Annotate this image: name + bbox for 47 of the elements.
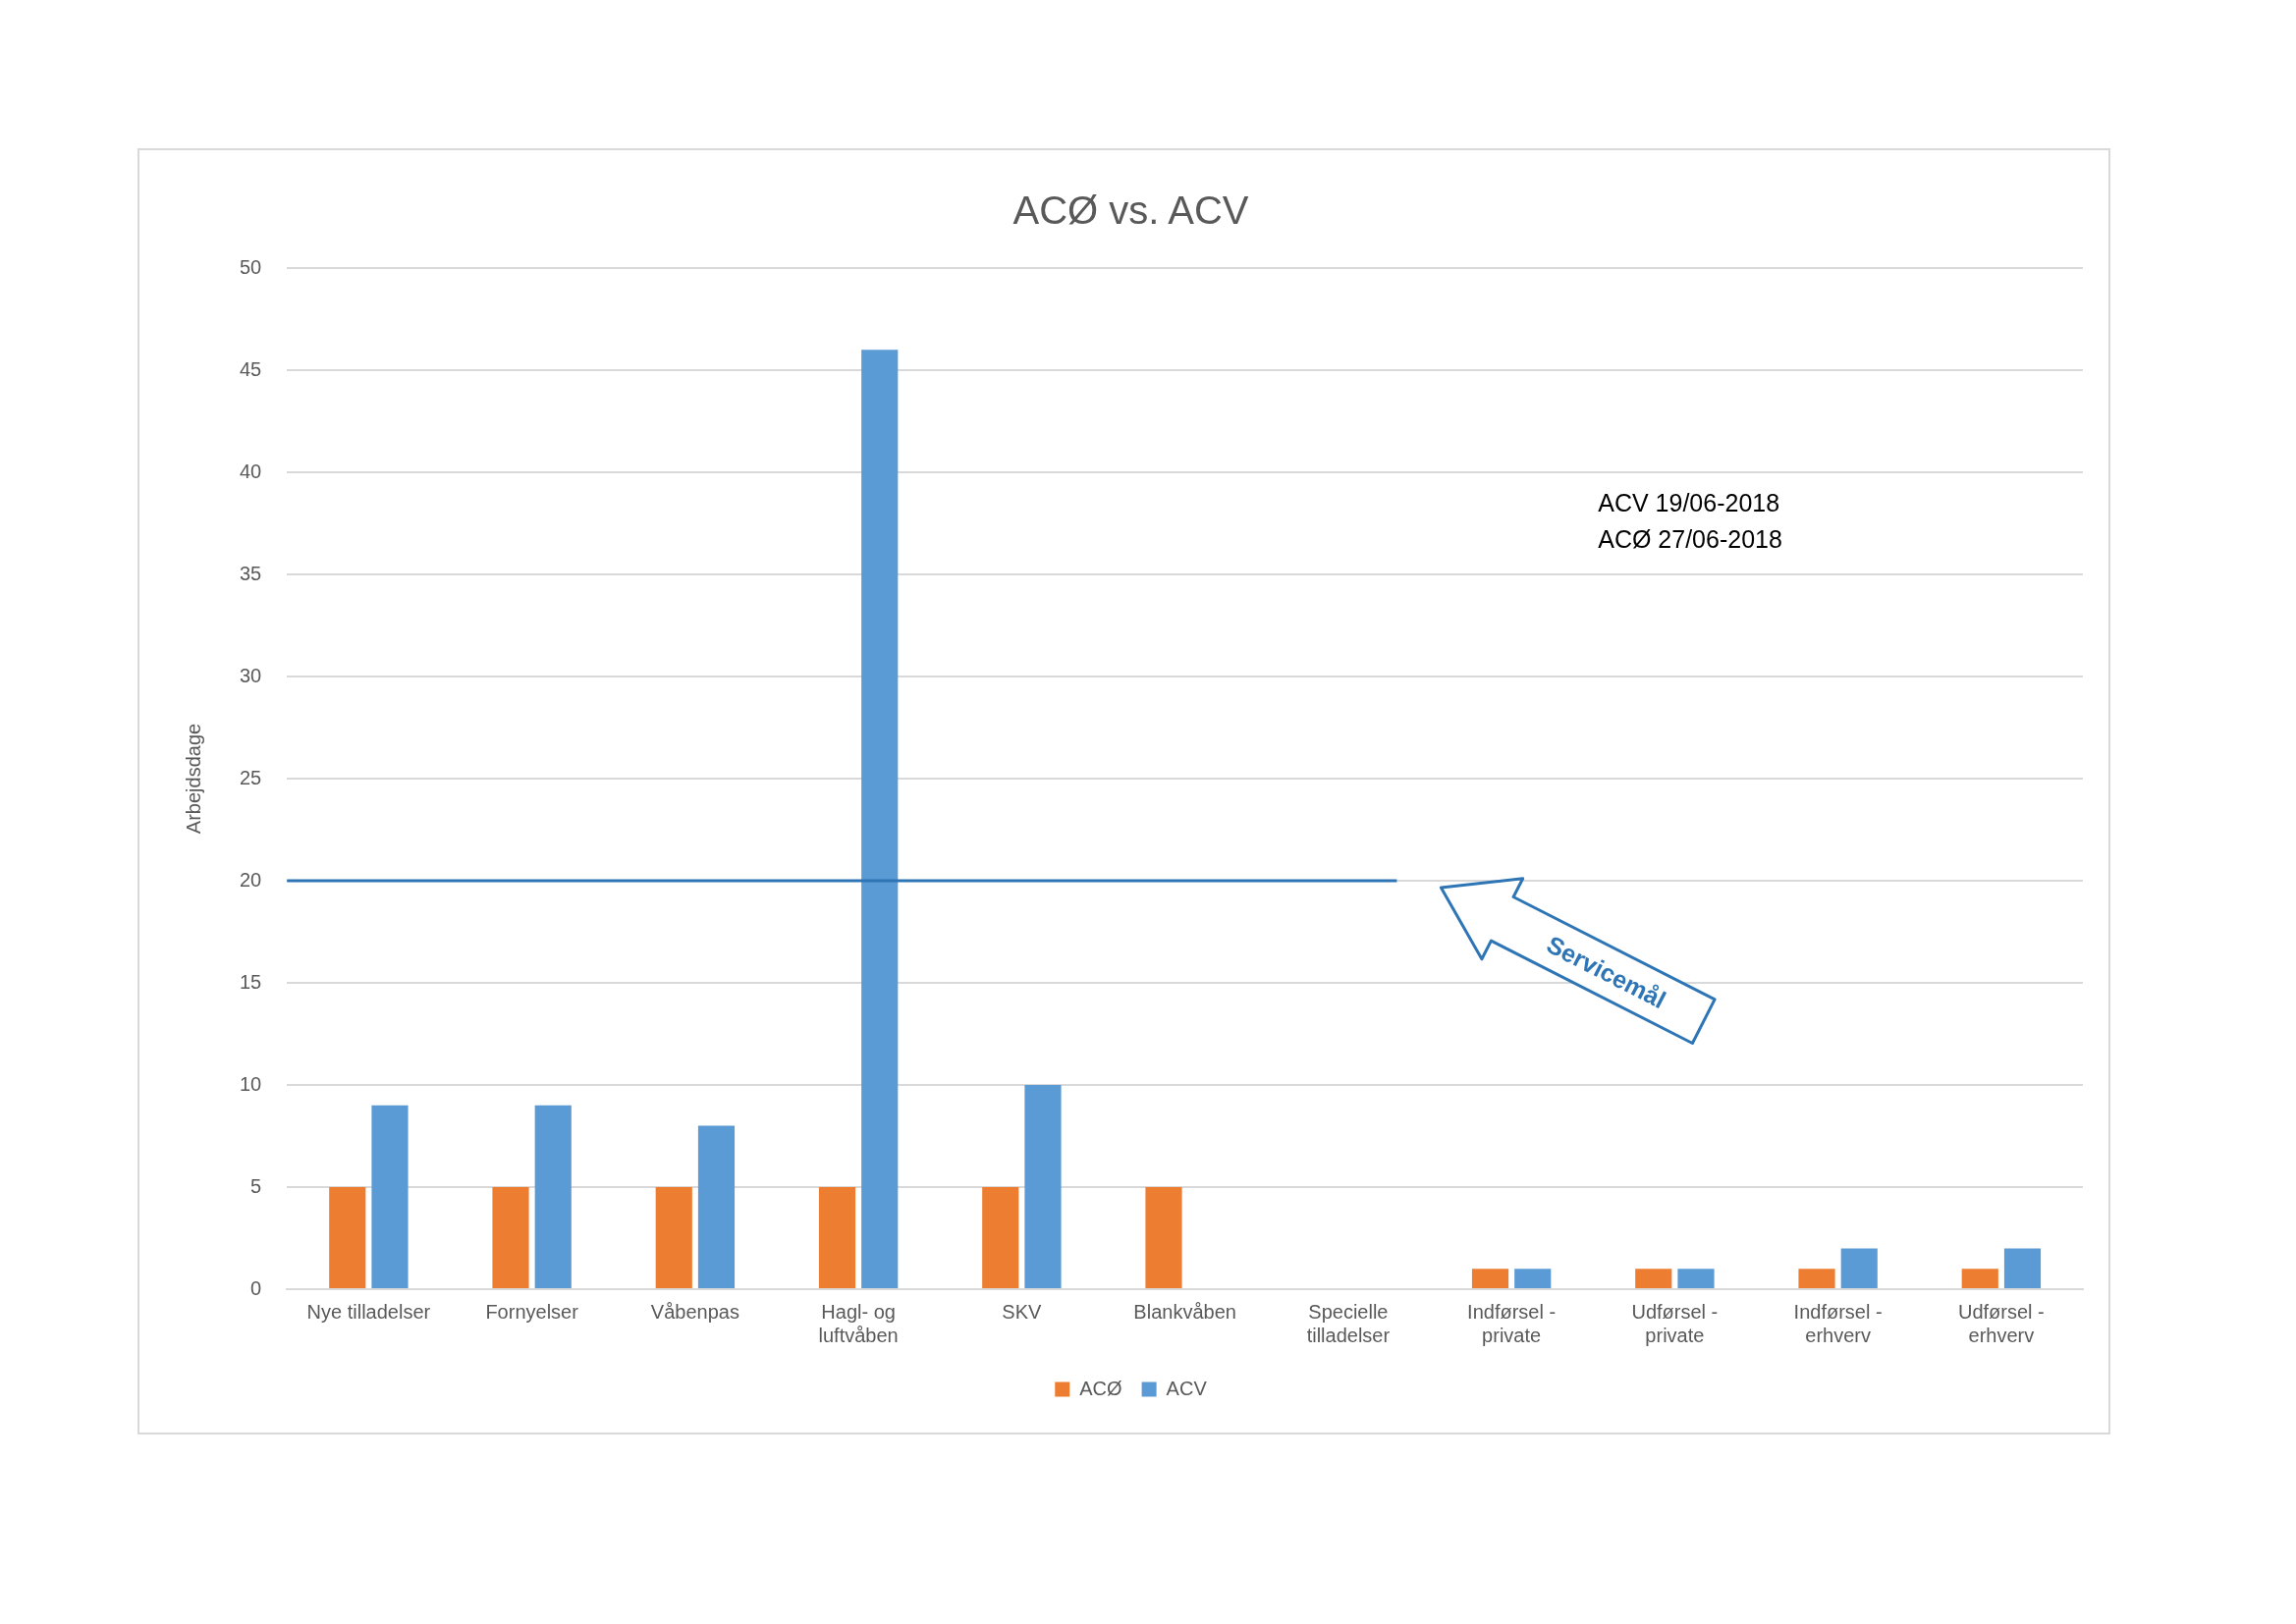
bar	[697, 1125, 736, 1288]
bar	[1514, 1269, 1552, 1288]
y-tick-label: 10	[240, 1072, 262, 1095]
legend-label: ACV	[1166, 1377, 1208, 1399]
bar	[861, 350, 899, 1288]
x-tick-label: Fornyelser	[485, 1300, 579, 1323]
bar	[1471, 1269, 1509, 1288]
x-tick-label: Specielle tilladelser	[1306, 1300, 1391, 1346]
bar	[1635, 1269, 1672, 1288]
x-tick-label: Indførsel - erhverv	[1793, 1300, 1883, 1346]
x-tick-label: Blankvåben	[1133, 1300, 1236, 1323]
y-tick-label: 25	[240, 766, 262, 788]
bar	[1677, 1269, 1715, 1288]
bar	[492, 1187, 529, 1288]
bar	[1024, 1085, 1062, 1288]
y-tick-label: 5	[250, 1174, 262, 1197]
x-tick-label: SKV	[1002, 1300, 1043, 1323]
y-tick-label: 0	[250, 1276, 262, 1299]
y-tick-label: 35	[240, 562, 262, 584]
chart-title: ACØ vs. ACV	[1012, 189, 1249, 233]
bar	[982, 1187, 1019, 1288]
x-tick-label: Nye tilladelser	[306, 1300, 431, 1323]
y-tick-label: 15	[240, 970, 262, 993]
annotation: ACØ 27/06-2018	[1598, 525, 1782, 554]
y-tick-label: 50	[240, 255, 262, 278]
bar	[329, 1187, 366, 1288]
bar	[818, 1187, 856, 1288]
y-tick-label: 30	[240, 664, 262, 686]
bar	[2003, 1248, 2042, 1288]
bar	[1840, 1248, 1878, 1288]
x-tick-label: Våbenpas	[650, 1300, 739, 1323]
y-tick-label: 20	[240, 868, 262, 891]
y-axis-title: Arbejdsdage	[182, 723, 204, 835]
x-tick-label: Udførsel - erhverv	[1957, 1300, 2045, 1346]
bar	[534, 1105, 572, 1288]
bar	[655, 1187, 692, 1288]
bar	[1798, 1269, 1835, 1288]
x-tick-label: Udførsel - private	[1631, 1300, 1719, 1346]
legend-label: ACØ	[1079, 1377, 1122, 1399]
x-tick-label: Hagl- og luftvåben	[818, 1300, 899, 1346]
y-tick-label: 45	[240, 357, 262, 380]
bar	[371, 1105, 409, 1288]
y-tick-label: 40	[240, 460, 262, 482]
annotation: ACV 19/06-2018	[1598, 489, 1780, 517]
bar	[1145, 1187, 1182, 1288]
bar	[1961, 1269, 1998, 1288]
x-tick-label: Indførsel - private	[1467, 1300, 1557, 1346]
